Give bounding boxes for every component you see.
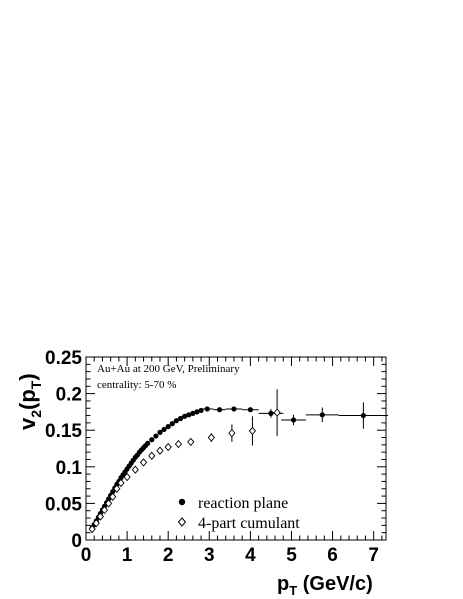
data-point: [194, 409, 200, 415]
data-point: [88, 524, 96, 534]
data-point: [182, 413, 188, 419]
data-point: [186, 412, 192, 418]
data-point: [113, 484, 121, 493]
data-point: [145, 440, 151, 446]
x-tick-label: 5: [286, 545, 297, 566]
data-point: [231, 406, 237, 412]
data-point: [165, 423, 171, 430]
y-tick-label: 0: [71, 531, 82, 552]
legend-marker-reaction-plane: [178, 498, 186, 506]
annotation-line-2: centrality: 5-70 %: [97, 379, 176, 391]
data-point: [174, 439, 183, 449]
y-tick-label: 0.1: [56, 458, 83, 479]
axis-ticks: [85, 356, 386, 541]
y-tick-labels: 0 0.05 0.1 0.15 0.2 0.25: [45, 348, 82, 552]
legend: reaction plane 4-part cumulant: [177, 495, 300, 532]
data-point: [273, 408, 281, 417]
legend-label-reaction-plane: reaction plane: [198, 495, 288, 512]
annotation-line-1: Au+Au at 200 GeV, Preliminary: [97, 363, 240, 375]
y-tick-label: 0.15: [45, 421, 82, 442]
x-tick-label: 2: [163, 545, 174, 566]
data-point: [105, 499, 113, 508]
data-point: [131, 465, 139, 474]
data-point: [156, 446, 164, 455]
data-point: [153, 433, 159, 439]
plot-border: [85, 356, 387, 541]
data-point: [123, 472, 131, 482]
data-point: [173, 418, 180, 424]
x-tick-label: 7: [368, 545, 379, 566]
x-tick-labels: 0 1 2 3 4 5 6 7: [81, 545, 379, 566]
y-axis-label: v2(pT): [15, 373, 44, 430]
legend-marker-4-part-cumulant: [177, 517, 187, 527]
data-point: [290, 417, 297, 423]
x-axis-label: pT (GeV/c): [277, 573, 373, 598]
data-point: [139, 458, 148, 467]
y-tick-label: 0.25: [45, 348, 82, 369]
data-point: [177, 415, 184, 422]
legend-label-4-part-cumulant: 4-part cumulant: [198, 515, 300, 532]
data-point: [96, 512, 104, 521]
data-point: [247, 407, 253, 413]
series-4-part-cumulant: [88, 389, 281, 534]
plot-frame: [85, 356, 387, 541]
data-point: [161, 426, 167, 433]
x-tick-label: 6: [327, 545, 338, 566]
data-point: [164, 442, 172, 452]
data-point: [117, 478, 125, 488]
data-point: [268, 410, 274, 416]
data-point: [148, 451, 156, 461]
data-point: [228, 428, 236, 438]
data-point: [109, 492, 117, 502]
data-point: [157, 429, 163, 435]
x-tick-label: 4: [245, 545, 256, 566]
data-point: [248, 426, 257, 436]
x-tick-label: 1: [122, 545, 133, 566]
data-point: [204, 406, 210, 412]
data-point: [190, 410, 196, 416]
x-tick-label: 3: [204, 545, 215, 566]
y-tick-label: 0.2: [56, 385, 82, 406]
data-point: [92, 518, 100, 528]
data-point: [187, 437, 195, 447]
data-point: [207, 433, 215, 442]
data-point: [149, 437, 155, 443]
data-point: [169, 421, 175, 427]
data-point: [100, 505, 109, 515]
data-series: [88, 389, 389, 534]
y-tick-label: 0.05: [45, 494, 82, 515]
data-point: [360, 412, 366, 419]
data-point: [216, 407, 223, 413]
x-tick-label: 0: [81, 545, 92, 566]
data-point: [319, 412, 325, 418]
